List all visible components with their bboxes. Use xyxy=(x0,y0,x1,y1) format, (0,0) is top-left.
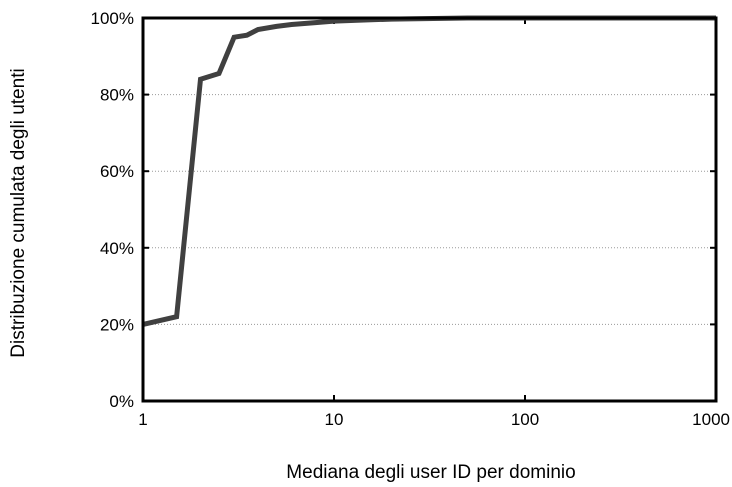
axis-ticks xyxy=(142,17,717,402)
x-tick-label: 1 xyxy=(138,410,147,429)
x-tick-label: 100 xyxy=(511,410,539,429)
x-tick-label: 1000 xyxy=(692,410,730,429)
y-tick-label: 20% xyxy=(100,315,134,334)
y-axis-title: Distribuzione cumulata degli utenti xyxy=(8,68,29,357)
y-tick-labels: 0% 20% 40% 60% 80% 100% xyxy=(91,9,134,411)
series-layer xyxy=(142,15,716,327)
x-tick-labels: 1 10 100 1000 xyxy=(138,410,730,429)
y-tick-label: 80% xyxy=(100,86,134,105)
cdf-series-line xyxy=(142,15,716,327)
plot-frame xyxy=(141,16,718,403)
y-tick-label: 60% xyxy=(100,162,134,181)
x-tick-label: 10 xyxy=(325,410,344,429)
y-tick-label: 100% xyxy=(91,9,134,28)
y-tick-label: 0% xyxy=(109,392,134,411)
y-tick-label: 40% xyxy=(100,239,134,258)
x-axis-title: Mediana degli user ID per dominio xyxy=(286,462,575,483)
gridlines xyxy=(143,94,716,325)
